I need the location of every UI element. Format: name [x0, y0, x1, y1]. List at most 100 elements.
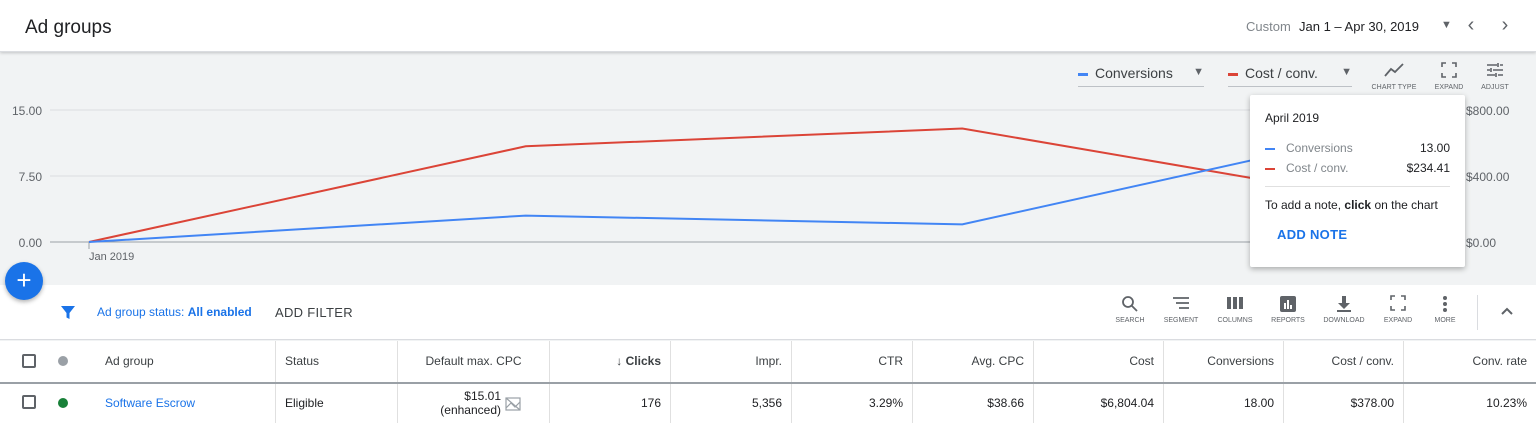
table-cell-impr: 5,356 [671, 384, 792, 423]
cost-conv-swatch [1228, 72, 1238, 76]
line-chart-plot [50, 109, 1460, 249]
x-axis-label: Jan 2019 [89, 251, 135, 263]
search-icon [1110, 295, 1150, 317]
segment-button[interactable]: SEGMENT [1158, 295, 1204, 324]
table-cell-avg-cpc: $38.66 [913, 384, 1034, 423]
expand-icon [1378, 295, 1418, 317]
reports-button[interactable]: REPORTS [1265, 295, 1311, 324]
metric1-label: Conversions [1095, 65, 1173, 81]
filter-value: All enabled [187, 305, 252, 319]
metric2-caret-icon: ▼ [1341, 66, 1352, 78]
columns-label: COLUMNS [1217, 317, 1253, 324]
column-header-impr[interactable]: Impr. [671, 341, 792, 382]
date-range-selector[interactable]: Jan 1 – Apr 30, 2019 [1299, 19, 1419, 34]
column-header-cost-conv[interactable]: Cost / conv. [1284, 341, 1404, 382]
toolbar-divider [1477, 295, 1478, 330]
y-right-tick: $400.00 [1466, 170, 1510, 184]
chart-adjust-label: ADJUST [1481, 84, 1509, 91]
expand-icon [1430, 62, 1468, 84]
column-header-default-max-cpc[interactable]: Default max. CPC [398, 341, 550, 382]
conversions-swatch [1078, 72, 1088, 76]
series-line-cost-conv [88, 127, 1400, 243]
date-mode-label: Custom [1246, 19, 1291, 34]
collapse-chevron-up-icon[interactable] [1500, 300, 1514, 321]
tooltip-row-cost-conv: Cost / conv. $234.41 [1265, 161, 1450, 175]
tooltip-metric-name: Conversions [1286, 141, 1353, 155]
download-icon [1318, 295, 1370, 317]
column-header-conv-rate[interactable]: Conv. rate [1472, 354, 1527, 368]
column-header-ad-group[interactable]: Ad group [96, 341, 276, 382]
segment-icon [1158, 295, 1204, 317]
add-filter-button[interactable]: ADD FILTER [275, 305, 353, 320]
sort-arrow-down-icon: ↓ [616, 354, 626, 368]
chart-adjust-button[interactable]: ADJUST [1476, 62, 1514, 91]
table-cell-cost: $6,804.04 [1034, 384, 1164, 423]
y-left-tick: 0.00 [18, 236, 42, 250]
row-select-checkbox[interactable] [22, 395, 36, 409]
column-header-conversions[interactable]: Conversions [1164, 341, 1284, 382]
table-expand-button[interactable]: EXPAND [1378, 295, 1418, 324]
date-dropdown-caret-icon[interactable]: ▼ [1441, 19, 1452, 31]
column-header-cost[interactable]: Cost [1034, 341, 1164, 382]
tooltip-row-conversions: Conversions 13.00 [1265, 141, 1450, 155]
table-cell-status: Eligible [276, 384, 398, 423]
add-note-button[interactable]: ADD NOTE [1277, 227, 1348, 242]
table-cell-clicks: 176 [550, 384, 671, 423]
tune-icon [1476, 62, 1514, 84]
ad-group-status-filter[interactable]: Ad group status: All enabled [97, 305, 252, 319]
ad-group-link[interactable]: Software Escrow [105, 396, 196, 410]
table-cell-conversions: 18.00 [1164, 384, 1284, 423]
expand-label: EXPAND [1383, 317, 1413, 324]
metric1-selector[interactable]: Conversions ▼ [1078, 65, 1204, 87]
search-button[interactable]: SEARCH [1110, 295, 1150, 324]
add-ad-group-fab[interactable]: + [5, 262, 43, 300]
table-cell-cost-conv: $378.00 [1284, 384, 1404, 423]
download-label: DOWNLOAD [1323, 317, 1365, 324]
segment-label: SEGMENT [1163, 317, 1199, 324]
chart-expand-label: EXPAND [1434, 84, 1464, 91]
tooltip-metric-value: $234.41 [1406, 161, 1450, 175]
column-header-avg-cpc[interactable]: Avg. CPC [913, 341, 1034, 382]
y-right-tick: $0.00 [1466, 236, 1497, 250]
table-cell-conv-rate: 10.23% [1486, 396, 1527, 410]
note-text: To add a note, [1265, 198, 1345, 212]
line-chart-icon [1368, 62, 1420, 84]
table-cell-default-max-cpc[interactable]: $15.01 (enhanced) [398, 384, 550, 423]
table-cell-ad-group: Software Escrow [96, 384, 276, 423]
tooltip-divider [1265, 186, 1450, 187]
column-header-ctr[interactable]: CTR [792, 341, 913, 382]
metric2-selector[interactable]: Cost / conv. ▼ [1228, 65, 1352, 87]
chart-type-button[interactable]: CHART TYPE [1368, 62, 1420, 91]
tooltip-metric-value: 13.00 [1419, 141, 1450, 155]
next-period-chevron-icon[interactable]: › [1501, 14, 1509, 36]
download-button[interactable]: DOWNLOAD [1318, 295, 1370, 324]
tooltip-metric-name: Cost / conv. [1286, 161, 1349, 175]
y-left-tick: 15.00 [11, 104, 42, 118]
reports-label: REPORTS [1271, 317, 1305, 324]
columns-button[interactable]: COLUMNS [1212, 295, 1258, 324]
ad-groups-table: Ad group Status Default max. CPC ↓ Click… [0, 341, 1536, 423]
chart-unavailable-icon [505, 396, 521, 415]
more-vert-icon [1426, 295, 1464, 317]
search-label: SEARCH [1115, 317, 1145, 324]
chart-expand-button[interactable]: EXPAND [1430, 62, 1468, 91]
page-title: Ad groups [25, 17, 112, 38]
note-text: on the chart [1371, 198, 1438, 212]
more-button[interactable]: MORE [1426, 295, 1464, 324]
clicks-header-label: Clicks [625, 354, 661, 368]
previous-period-chevron-icon[interactable]: ‹ [1467, 14, 1475, 36]
column-header-status[interactable]: Status [276, 341, 398, 382]
series-line-conversions [88, 126, 1400, 243]
select-all-checkbox[interactable] [22, 354, 36, 368]
note-bold-text: click [1344, 198, 1372, 212]
filter-label: Ad group status: [97, 305, 188, 319]
column-header-clicks[interactable]: ↓ Clicks [550, 341, 671, 382]
cost-conv-swatch [1265, 167, 1275, 170]
conversions-swatch [1265, 147, 1275, 150]
filter-funnel-icon[interactable] [60, 305, 76, 321]
reports-icon [1265, 295, 1311, 317]
y-right-tick: $800.00 [1466, 104, 1510, 118]
tooltip-note-hint: To add a note, click on the chart [1265, 198, 1438, 212]
cpc-enhanced-note: (enhanced) [440, 403, 501, 417]
filter-toolbar: Ad group status: All enabled ADD FILTER … [0, 285, 1536, 340]
